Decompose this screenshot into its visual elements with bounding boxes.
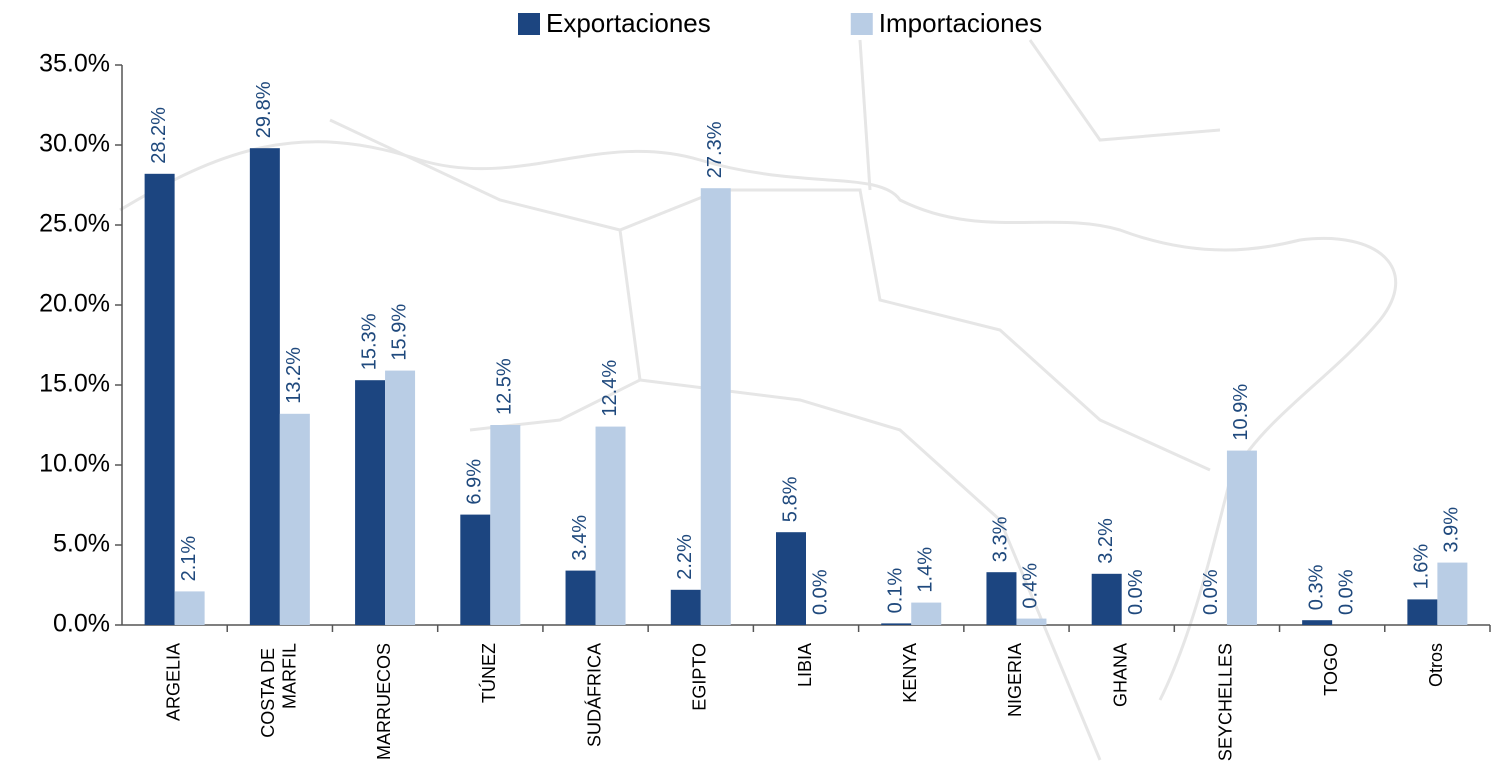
value-label: 0.3% (1305, 564, 1327, 610)
value-label: 28.2% (148, 107, 170, 164)
value-label: 3.2% (1095, 518, 1117, 564)
bar (881, 623, 912, 625)
legend-label: Importaciones (879, 8, 1042, 38)
value-label: 0.4% (1020, 563, 1042, 609)
value-label: 15.9% (388, 304, 410, 361)
y-tick-label: 35.0% (39, 50, 110, 78)
x-tick-label: EGIPTO (690, 643, 710, 711)
value-label: 3.3% (990, 516, 1012, 562)
value-label: 0.0% (1200, 569, 1222, 615)
value-label: 13.2% (283, 347, 305, 404)
bar (385, 370, 416, 625)
bar (700, 188, 731, 625)
y-tick-label: 0.0% (53, 610, 110, 638)
value-label: 6.9% (464, 459, 486, 505)
bar (1302, 620, 1333, 625)
value-label: 0.0% (1125, 569, 1147, 615)
value-label: 12.5% (494, 358, 516, 415)
x-tick-label: SUDÁFRICA (584, 643, 604, 747)
bar (776, 532, 806, 625)
bar (1407, 599, 1438, 625)
x-tick-label: COSTA DE MARFIL (258, 643, 300, 738)
y-tick-label: 25.0% (39, 210, 110, 238)
x-tick-label: GHANA (1110, 643, 1130, 707)
bar (460, 514, 491, 625)
bar (1091, 573, 1122, 625)
bar (595, 426, 626, 625)
value-label: 0.0% (1335, 569, 1357, 615)
bar (279, 413, 310, 625)
value-label: 3.4% (569, 515, 591, 561)
value-label: 15.3% (358, 313, 380, 370)
y-tick-label: 5.0% (53, 530, 110, 558)
bar (1016, 618, 1047, 625)
value-label: 12.4% (599, 360, 621, 417)
y-tick-label: 10.0% (39, 450, 110, 478)
bar (249, 148, 280, 625)
bar (355, 380, 386, 625)
value-label: 1.4% (915, 547, 937, 593)
bar (144, 173, 175, 626)
y-tick-label: 15.0% (39, 370, 110, 398)
bar (986, 572, 1017, 625)
y-tick-label: 20.0% (39, 290, 110, 318)
bar (565, 570, 596, 625)
y-tick-label: 30.0% (39, 130, 110, 158)
x-tick-label: MARRUECOS (374, 643, 394, 760)
value-label: 1.6% (1411, 544, 1433, 590)
value-label: 5.8% (779, 476, 801, 522)
bar (1226, 450, 1257, 625)
value-label: 2.1% (178, 536, 200, 582)
bar (911, 602, 942, 625)
x-tick-label: KENYA (900, 643, 920, 703)
x-tick-label: TÚNEZ (478, 643, 499, 703)
bar (174, 591, 205, 625)
x-tick-label: TOGO (1321, 643, 1341, 696)
map-background (119, 39, 1398, 761)
value-label: 0.1% (885, 568, 907, 614)
value-label: 27.3% (704, 121, 726, 178)
x-tick-label: LIBIA (795, 643, 815, 687)
legend-label: Exportaciones (546, 8, 711, 38)
value-label: 3.9% (1441, 507, 1463, 553)
legend-swatch (518, 13, 540, 35)
value-label: 29.8% (253, 81, 275, 138)
bar (670, 589, 701, 625)
x-tick-label: ARGELIA (163, 643, 183, 721)
bar (1437, 562, 1468, 625)
value-label: 2.2% (674, 534, 696, 580)
x-tick-label: Otros (1426, 643, 1446, 687)
value-label: 0.0% (809, 569, 831, 615)
value-label: 10.9% (1230, 384, 1252, 441)
bar (490, 425, 521, 625)
x-tick-label: NIGERIA (1005, 643, 1025, 717)
x-tick-label: SEYCHELLES (1216, 643, 1236, 761)
legend-swatch (850, 13, 873, 35)
